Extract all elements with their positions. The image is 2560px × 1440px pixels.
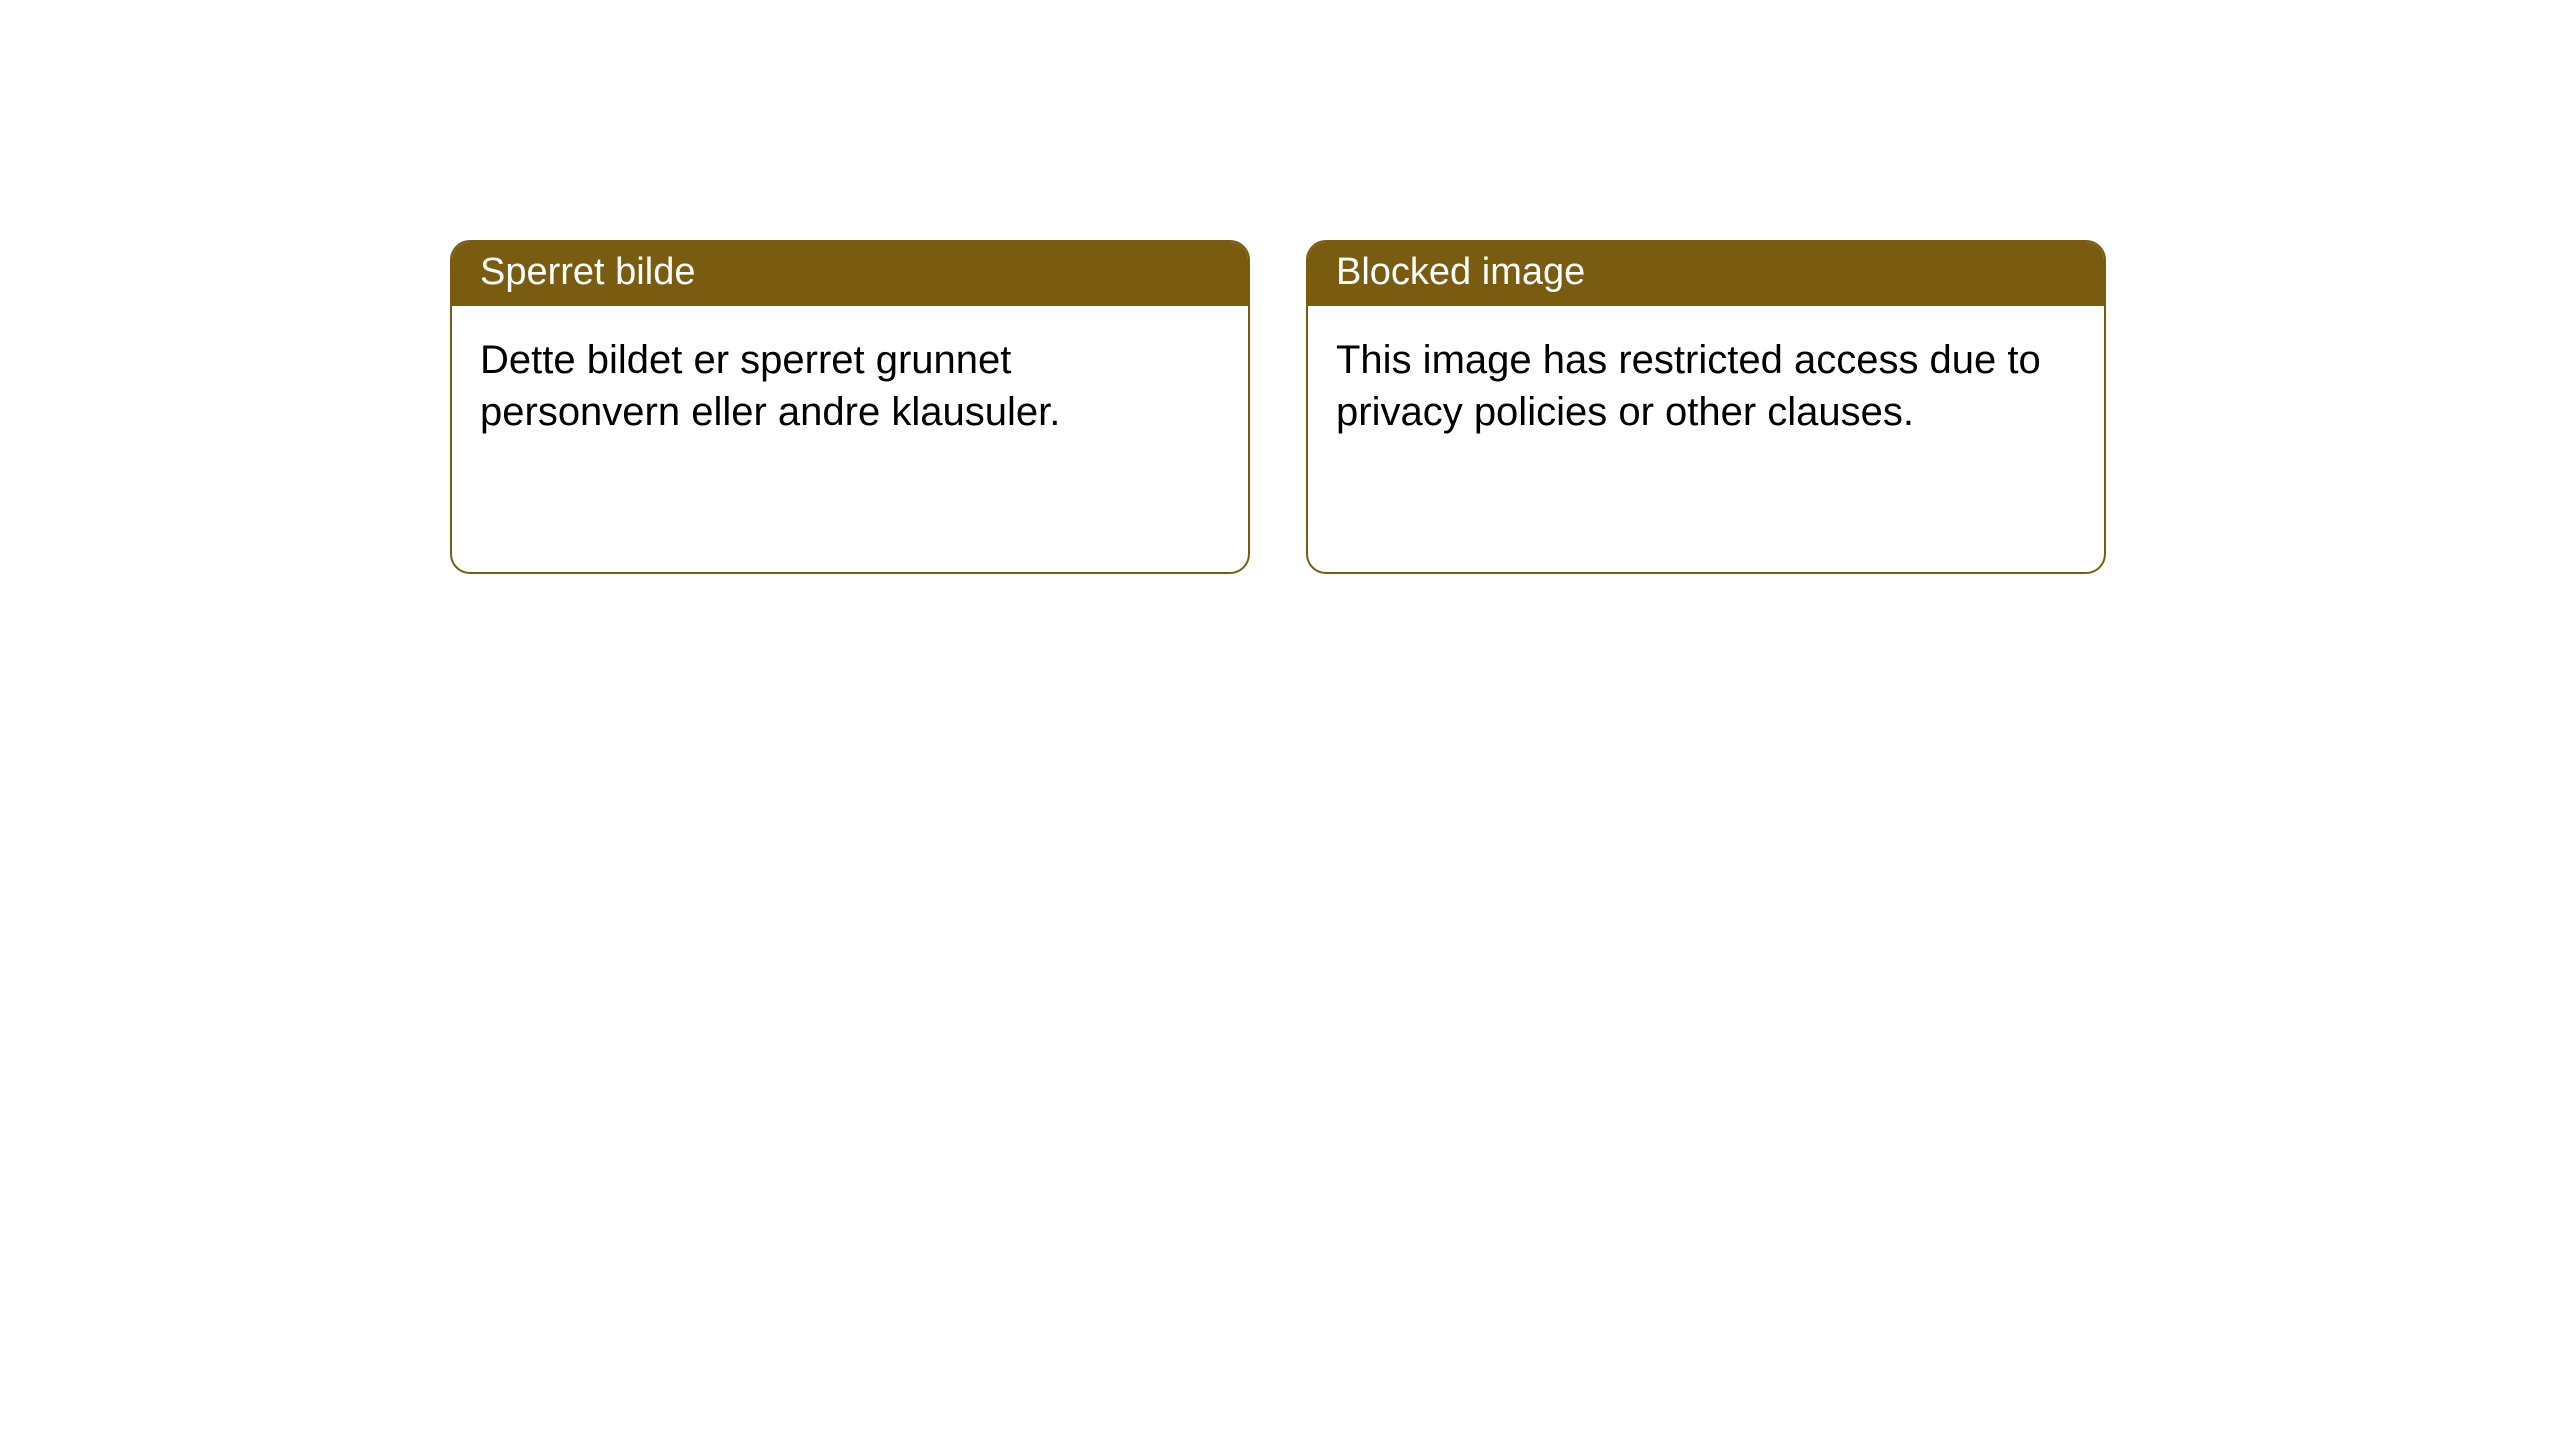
notice-container: Sperret bilde Dette bildet er sperret gr… — [0, 0, 2560, 574]
notice-card-english: Blocked image This image has restricted … — [1306, 240, 2106, 574]
notice-body-english: This image has restricted access due to … — [1308, 306, 2104, 458]
notice-card-norwegian: Sperret bilde Dette bildet er sperret gr… — [450, 240, 1250, 574]
notice-body-norwegian: Dette bildet er sperret grunnet personve… — [452, 306, 1248, 458]
notice-title-norwegian: Sperret bilde — [452, 242, 1248, 306]
notice-title-english: Blocked image — [1308, 242, 2104, 306]
